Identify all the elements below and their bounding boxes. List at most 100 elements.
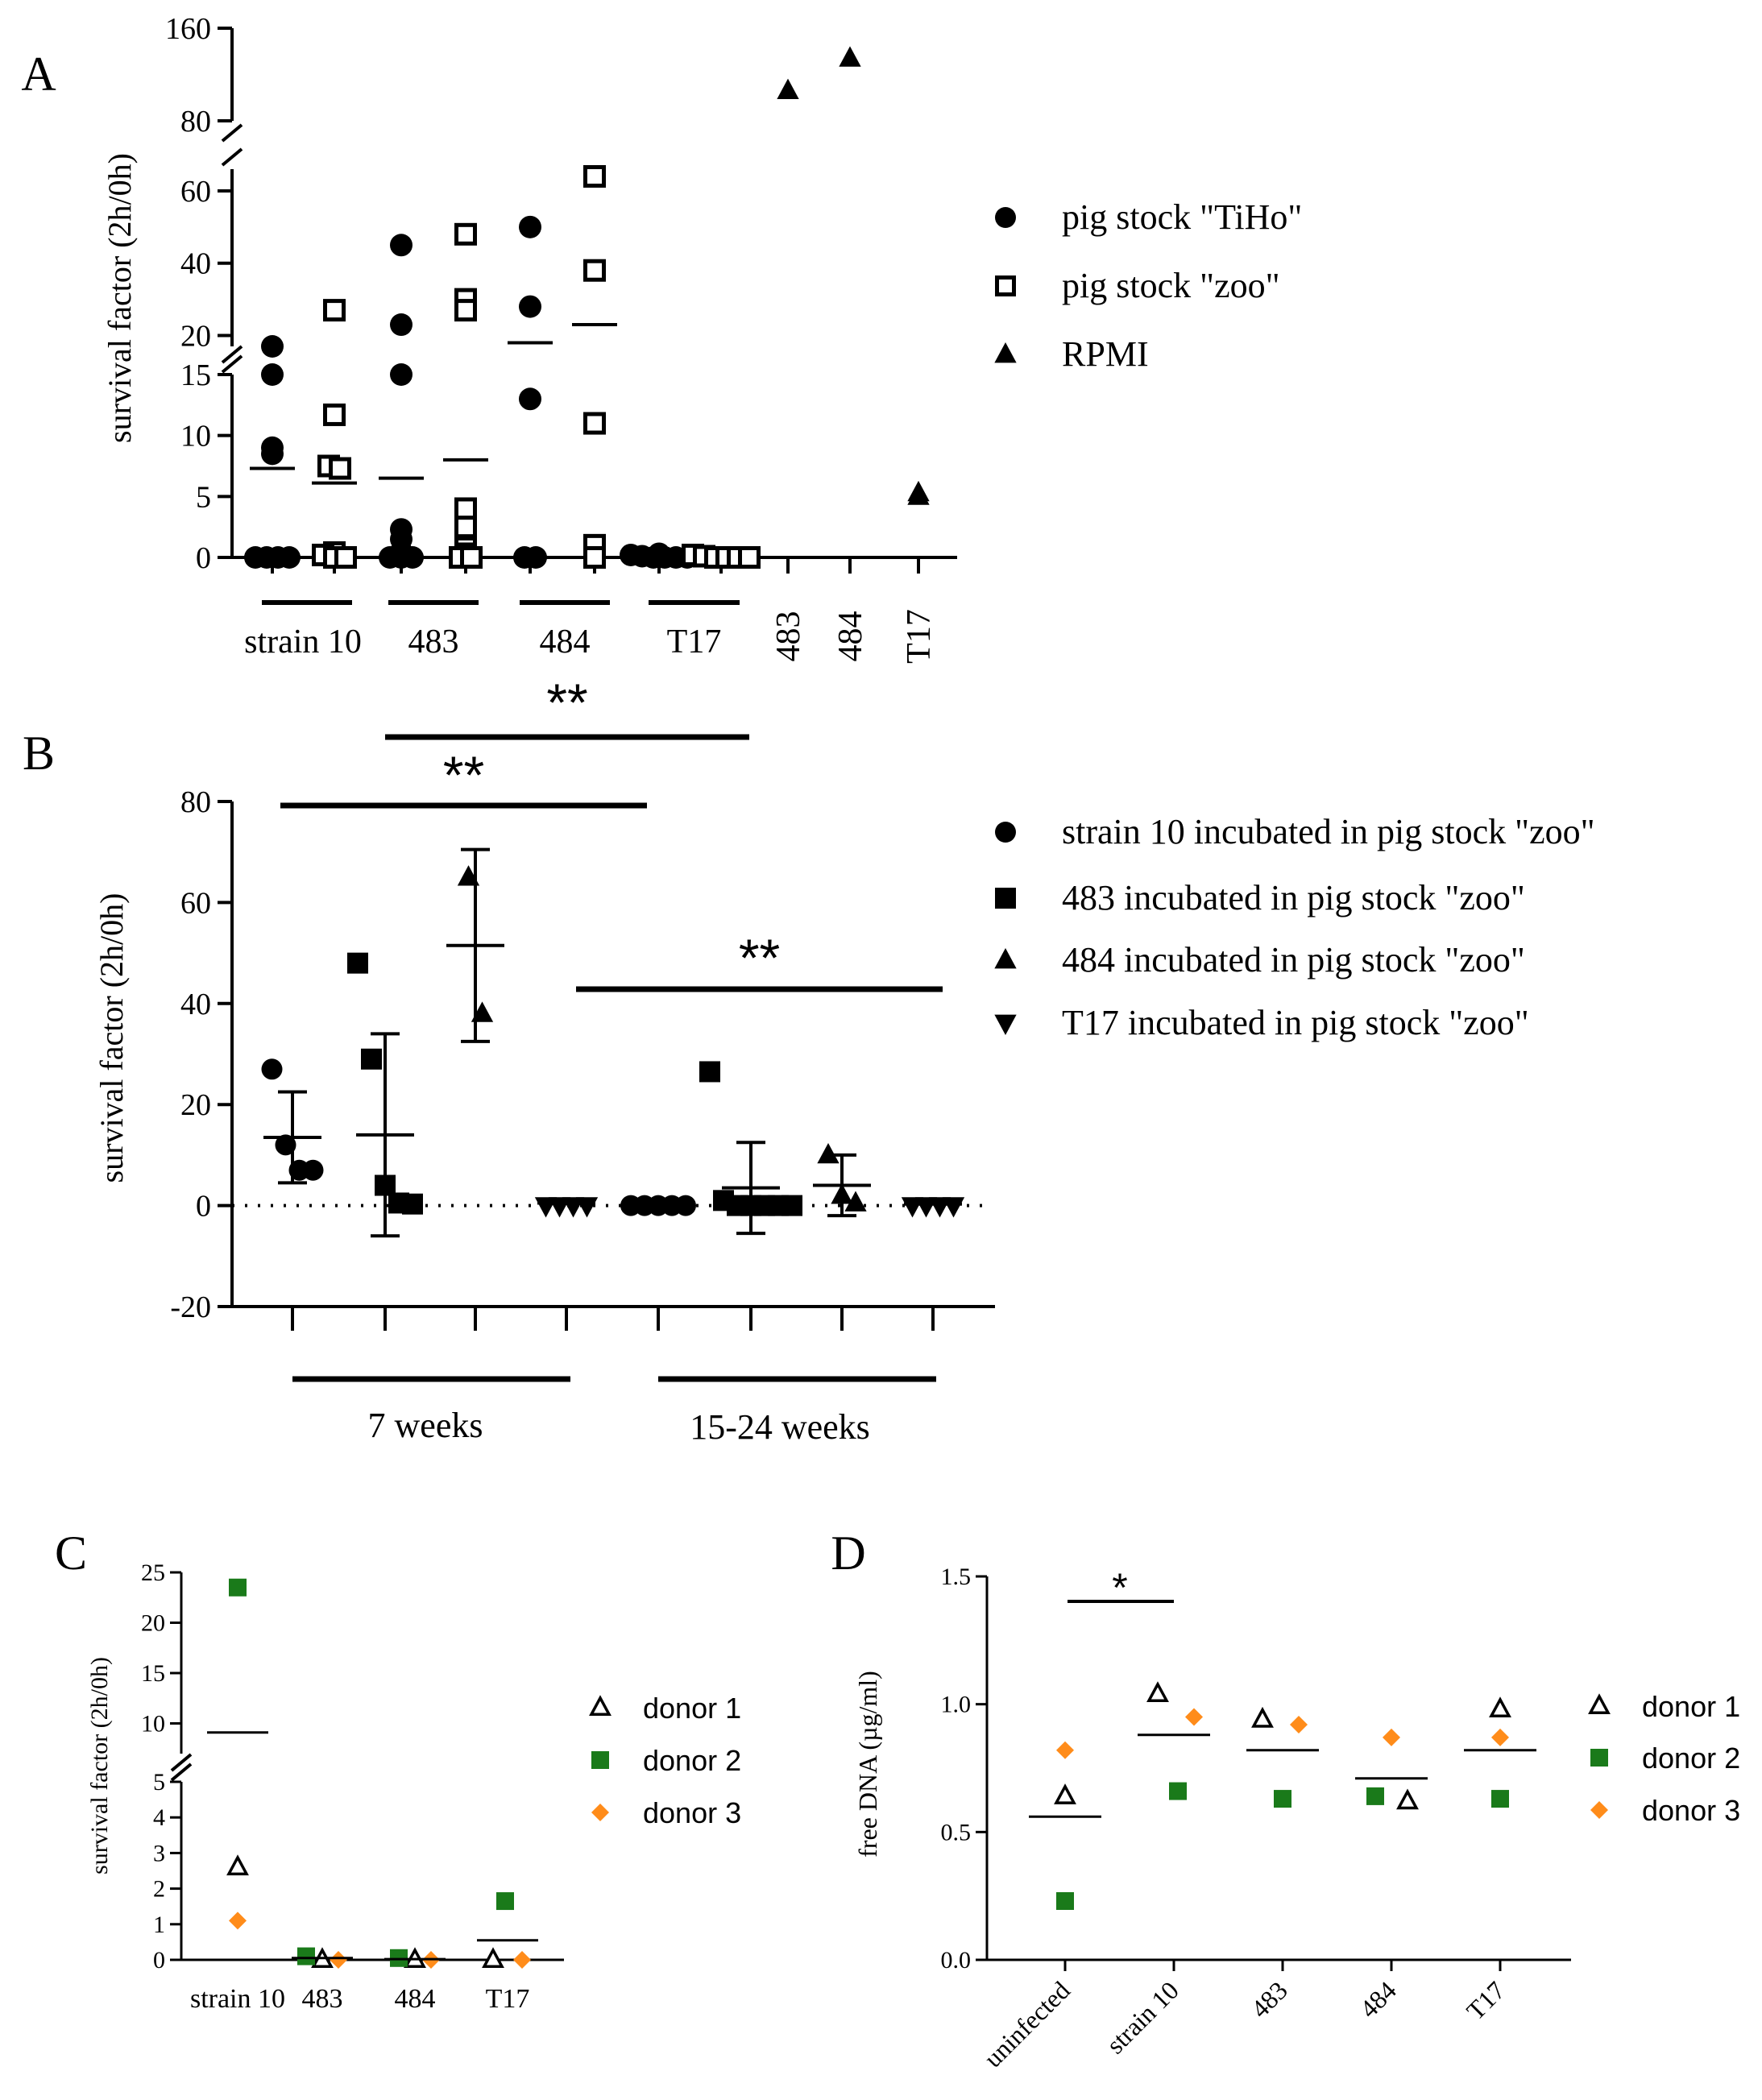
d-legend-label: donor 3: [1642, 1794, 1740, 1827]
a-point-484-TiHo: [519, 295, 541, 318]
c-axis-break-1: [170, 1762, 193, 1782]
a-point-strain-10-zoo: [329, 457, 351, 480]
a-point-483-zoo: [454, 299, 477, 322]
d-point-donor-2: [1274, 1790, 1291, 1808]
d-legend-marker-1: [1590, 1749, 1608, 1767]
b-point-T17-15-24-weeks: [942, 1197, 965, 1218]
a-point-484-TiHo: [524, 546, 547, 569]
d-legend-label: donor 1: [1642, 1690, 1740, 1723]
d-y-tick-label: 0.0: [941, 1947, 972, 1974]
a-point-T17-RPMI: [907, 484, 930, 505]
c-y-tick-label: 1: [153, 1912, 165, 1938]
b-y-tick-label: 0: [196, 1190, 211, 1224]
d-y-axis-label: free DNA (µg/ml): [853, 1671, 882, 1858]
c-y-tick-label: 0: [153, 1947, 165, 1974]
a-point-484-zoo: [583, 546, 606, 569]
c-y-tick-label: 15: [141, 1660, 165, 1687]
d-x-category-label: uninfected: [978, 1975, 1076, 2073]
c-point-donor-3: [229, 1912, 247, 1930]
panel-label-d: D: [831, 1526, 865, 1580]
b-significance-stars-1: **: [443, 745, 484, 805]
a-axis-break-1: [221, 354, 243, 374]
d-point-donor-2: [1491, 1790, 1509, 1808]
c-point-donor-2: [496, 1892, 514, 1911]
d-point-donor-3: [1383, 1728, 1400, 1746]
c-legend-marker-2: [591, 1804, 609, 1821]
d-point-donor-3: [1056, 1741, 1074, 1759]
a-point-strain-10-TiHo: [261, 335, 284, 358]
d-point-donor-2: [1169, 1782, 1187, 1800]
b-y-tick-label: -20: [170, 1290, 211, 1324]
c-legend-label: donor 3: [643, 1796, 741, 1829]
b-point-strain-10-7-weeks: [261, 1058, 283, 1080]
a-y-tick-label: 10: [180, 420, 211, 454]
b-y-axis-label: survival factor (2h/0h): [93, 893, 130, 1183]
a-y-tick-label: 0: [196, 541, 211, 575]
a-point-T17-zoo: [738, 546, 761, 569]
a-point-483-TiHo: [390, 313, 413, 337]
a-point-strain-10-zoo: [323, 299, 346, 322]
d-point-donor-1: [1146, 1681, 1169, 1702]
c-y-tick-label: 5: [153, 1769, 165, 1796]
c-y-tick-label: 25: [141, 1559, 165, 1586]
a-point-483-zoo: [460, 546, 483, 569]
c-y-tick-label: 10: [141, 1711, 165, 1738]
a-point-484-zoo: [583, 412, 606, 435]
b-legend-marker-1: [995, 888, 1016, 909]
a-legend-label: RPMI: [1062, 334, 1149, 374]
a-y-tick-label: 160: [165, 12, 211, 46]
d-x-category-label: 483: [1246, 1975, 1293, 2023]
a-y-tick-label: 80: [180, 105, 211, 139]
a-point-484-TiHo: [519, 215, 541, 238]
a-point-strain-10-zoo: [334, 546, 357, 569]
d-point-donor-2: [1056, 1892, 1074, 1911]
a-group-label: strain 10: [244, 623, 362, 661]
d-y-tick-label: 0.5: [941, 1819, 972, 1845]
a-y-tick-label: 20: [180, 320, 211, 354]
a-legend-marker-0: [995, 207, 1016, 228]
a-rpmi-label: T17: [901, 609, 938, 664]
c-x-category-label: 483: [302, 1984, 343, 2014]
panel-label-a: A: [21, 48, 56, 101]
a-point-strain-10-TiHo: [261, 442, 284, 466]
d-point-donor-1: [1251, 1706, 1274, 1728]
b-point-483-7-weeks: [347, 952, 368, 974]
c-y-tick-label: 20: [141, 1610, 165, 1637]
a-legend-marker-1: [995, 275, 1016, 296]
b-legend-marker-0: [995, 822, 1016, 843]
b-legend-label: strain 10 incubated in pig stock "zoo": [1062, 812, 1595, 851]
b-group-label-7-weeks: 7 weeks: [368, 1406, 483, 1445]
a-point-483-TiHo: [390, 363, 413, 386]
a-axis-break-3: [221, 147, 243, 167]
d-point-donor-3: [1491, 1728, 1509, 1746]
d-point-donor-1: [1489, 1696, 1511, 1718]
d-x-category-label: strain 10: [1101, 1975, 1184, 2059]
d-point-donor-1: [1396, 1788, 1419, 1810]
a-point-484-zoo: [583, 164, 606, 188]
b-point-484-15-24-weeks: [817, 1142, 840, 1164]
a-y-tick-label: 40: [180, 247, 211, 281]
b-point-483-7-weeks: [402, 1193, 423, 1215]
b-point-strain-10-7-weeks: [302, 1159, 324, 1181]
b-legend-label: 484 incubated in pig stock "zoo": [1062, 940, 1525, 980]
a-y-axis-label: survival factor (2h/0h): [102, 153, 138, 443]
b-y-tick-label: 20: [180, 1088, 211, 1122]
b-legend-label: 483 incubated in pig stock "zoo": [1062, 878, 1525, 917]
a-y-tick-label: 5: [196, 480, 211, 514]
b-y-tick-label: 40: [180, 988, 211, 1021]
c-legend-label: donor 1: [643, 1692, 741, 1725]
c-legend-label: donor 2: [643, 1744, 741, 1777]
a-point-483-RPMI: [777, 78, 799, 100]
a-legend-label: pig stock "TiHo": [1062, 197, 1302, 237]
c-axis-break-2: [170, 1753, 193, 1772]
b-point-483-15-24-weeks: [781, 1195, 802, 1216]
a-point-483-TiHo: [401, 546, 424, 569]
d-x-category-label: 484: [1354, 1975, 1402, 2023]
c-legend-marker-1: [591, 1751, 609, 1769]
d-point-donor-1: [1054, 1783, 1076, 1804]
b-y-tick-label: 80: [180, 785, 211, 819]
panel-label-b: B: [23, 727, 55, 780]
d-point-donor-3: [1185, 1708, 1203, 1726]
c-x-category-label: 484: [395, 1984, 436, 2014]
c-point-donor-1: [482, 1947, 504, 1968]
